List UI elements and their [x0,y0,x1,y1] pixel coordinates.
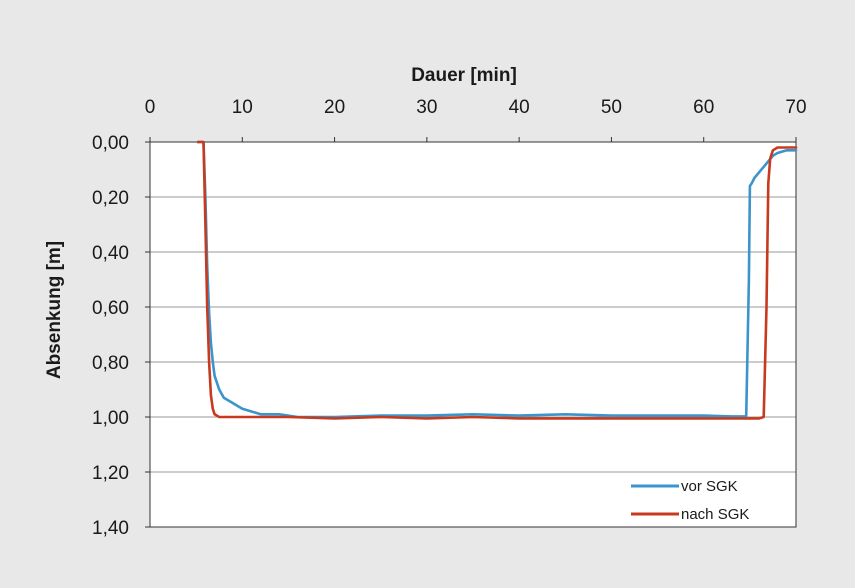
x-tick-label: 40 [509,97,530,118]
y-tick-label: 1,00 [92,408,129,429]
y-tick-label: 0,80 [92,353,129,374]
y-tick-label: 0,00 [92,133,129,154]
y-axis-ticks: 0,00 0,20 0,40 0,60 0,80 1,00 1,20 1,40 [92,133,150,539]
plot-area [150,142,796,527]
series-line-vor-sgk [196,140,798,419]
legend: vor SGK nach SGK [631,478,749,523]
series-line-nach-sgk [196,140,798,420]
y-axis-title: Absenkung [m] [44,241,65,379]
plot-border [149,141,797,528]
y-tick-label: 0,20 [92,188,129,209]
y-tick-label: 1,20 [92,463,129,484]
x-tick-label: 20 [324,97,345,118]
series-lines [196,140,798,420]
x-tick-label: 50 [601,97,622,118]
x-axis-ticks: 0 10 20 30 40 50 60 70 [145,97,807,142]
y-tick-label: 1,40 [92,518,129,539]
x-axis-title: Dauer [min] [411,65,517,86]
x-tick-label: 70 [785,97,806,118]
y-tick-label: 0,60 [92,298,129,319]
x-tick-label: 0 [145,97,156,118]
legend-label: vor SGK [681,478,738,495]
y-tick-label: 0,40 [92,243,129,264]
x-tick-label: 10 [232,97,253,118]
legend-label: nach SGK [681,506,749,523]
x-tick-label: 60 [693,97,714,118]
x-tick-label: 30 [416,97,437,118]
